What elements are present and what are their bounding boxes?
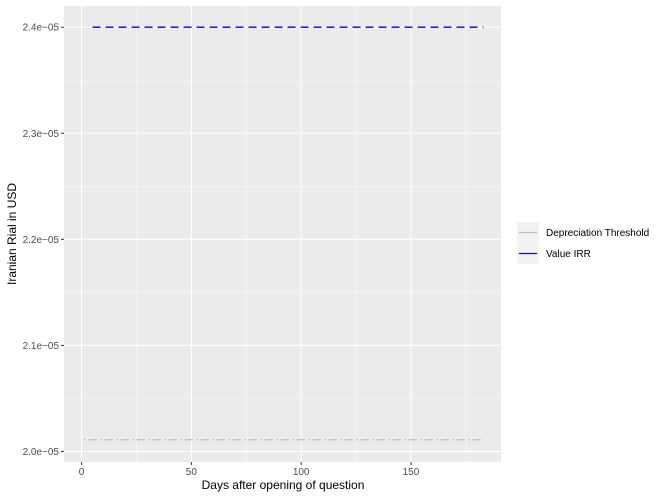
x-tick-label: 50 (186, 467, 198, 478)
series-layer (83, 26, 484, 441)
legend-label-depreciation-threshold: Depreciation Threshold (546, 228, 649, 239)
plot-panel (64, 6, 501, 462)
legend-label-value-irr: Value IRR (546, 249, 591, 260)
y-tick-label: 2.4e−05 (23, 23, 60, 34)
y-tick-label: 2.1e−05 (23, 341, 60, 352)
x-tick-label: 0 (79, 467, 85, 478)
y-tick-label: 2.2e−05 (23, 235, 60, 246)
x-tick-label: 100 (293, 467, 310, 478)
tick-labels: 0 50 100 150 2.0e−05 2.1e−05 2.2e−05 2.3e−05 2.4… (23, 23, 420, 478)
legend: Depreciation Threshold Value IRR (517, 222, 649, 264)
y-tick-label: 2.0e−05 (23, 447, 60, 458)
grid-minor (64, 6, 501, 462)
axis-ticks (61, 26, 412, 465)
y-axis-title: Iranian Rial in USD (5, 183, 19, 285)
x-tick-label: 150 (403, 467, 420, 478)
x-axis-title: Days after opening of question (202, 478, 365, 492)
y-tick-label: 2.3e−05 (23, 129, 60, 140)
